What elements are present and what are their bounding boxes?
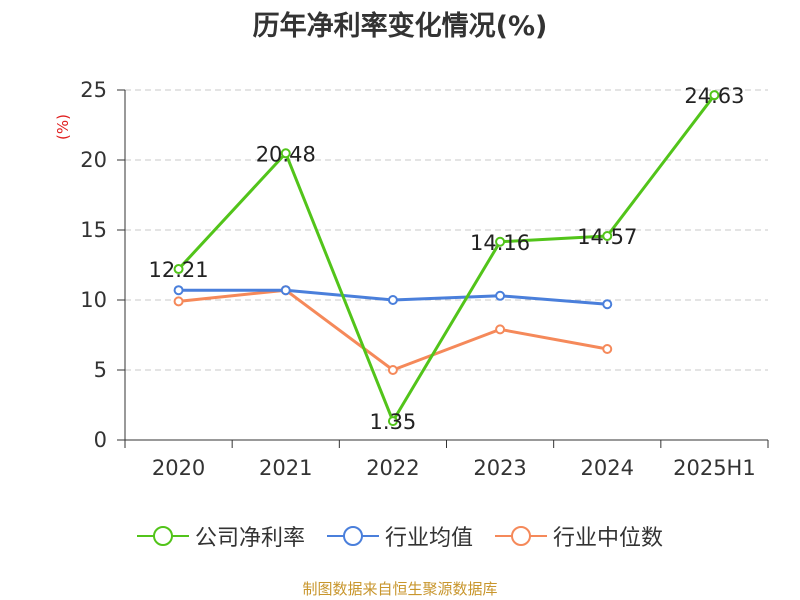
y-axis-label: (%) — [54, 114, 72, 140]
data-point — [387, 416, 398, 427]
data-point — [495, 236, 506, 247]
data-label: 20.48 — [256, 142, 316, 166]
x-tick-label: 2023 — [473, 456, 526, 480]
data-point — [173, 296, 184, 307]
y-tick-label: 5 — [94, 358, 107, 382]
x-tick-label: 2025H1 — [673, 456, 756, 480]
legend-marker-icon — [495, 526, 547, 546]
chart-title: 历年净利率变化情况(%) — [252, 11, 548, 42]
grid-lines — [125, 89, 768, 371]
y-tick-label: 20 — [80, 148, 107, 172]
legend-label: 行业中位数 — [553, 526, 664, 551]
source-note: 制图数据来自恒生聚源数据库 — [302, 580, 498, 598]
y-tick-label: 25 — [80, 78, 107, 102]
legend-item[interactable]: 行业均值 — [326, 520, 473, 552]
data-label: 1.35 — [370, 410, 417, 434]
y-tick-label: 0 — [94, 428, 107, 452]
legend-item[interactable]: 行业中位数 — [495, 520, 663, 552]
data-point — [387, 365, 398, 375]
data-point — [602, 231, 613, 242]
x-tick-labels: 2020 2021 2022 2023 2024 2025H1 — [152, 456, 756, 480]
data-point — [602, 344, 613, 354]
data-point — [709, 90, 720, 101]
data-point — [280, 148, 291, 159]
data-labels: 12.21 20.48 1.35 14.16 14.57 24.63 — [149, 84, 745, 434]
data-point — [173, 285, 184, 296]
y-tick-label: 10 — [80, 288, 107, 312]
data-point — [387, 295, 398, 305]
legend-circle — [152, 526, 173, 546]
y-tick-label: 15 — [80, 218, 107, 242]
legend-marker-icon — [326, 526, 379, 546]
data-label: 12.21 — [149, 258, 209, 282]
legend-circle — [511, 526, 531, 546]
legend: 公司净利率 行业均值 行业中位数 — [0, 518, 800, 554]
x-tick-label: 2020 — [152, 456, 205, 480]
legend-circle — [342, 526, 363, 546]
legend-label: 行业均值 — [384, 526, 473, 551]
data-point — [495, 324, 506, 335]
axes — [117, 89, 769, 448]
data-point — [602, 299, 613, 310]
data-point — [280, 285, 291, 296]
x-tick-label: 2022 — [366, 456, 419, 480]
x-tick-label: 2021 — [259, 456, 312, 480]
series-line — [177, 94, 716, 423]
data-label: 14.57 — [577, 225, 637, 249]
series-lines — [173, 90, 720, 427]
data-label: 14.16 — [470, 231, 530, 255]
data-label: 24.63 — [684, 84, 744, 108]
data-point — [173, 264, 184, 275]
x-tick-label: 2024 — [581, 456, 634, 480]
y-tick-labels: 0 5 10 15 20 25 — [80, 78, 107, 452]
data-point — [495, 290, 506, 301]
legend-item[interactable]: 公司净利率 — [136, 520, 305, 552]
legend-label: 公司净利率 — [194, 526, 305, 551]
legend-marker-icon — [136, 526, 189, 546]
